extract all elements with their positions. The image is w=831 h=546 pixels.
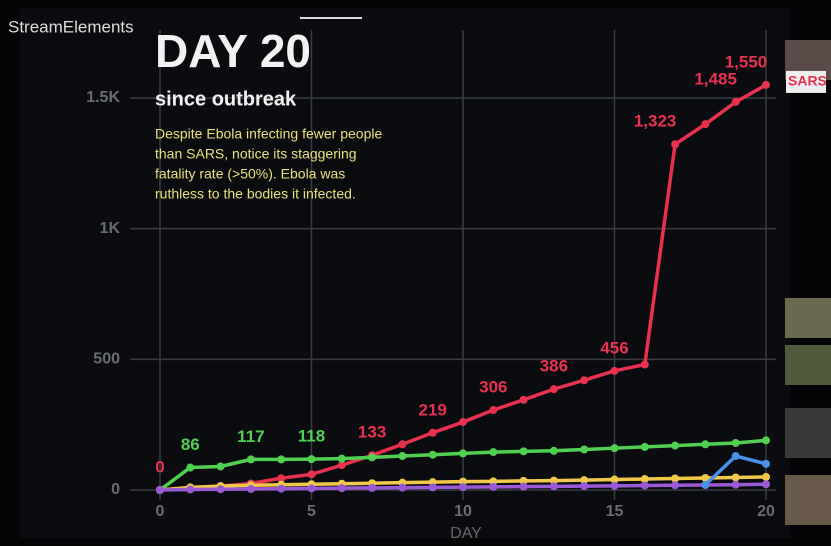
subhead: since outbreak [155,88,297,110]
data-point [611,482,619,490]
data-point [641,482,649,490]
data-point [550,447,558,455]
data-label: 117 [237,427,264,446]
data-point [732,439,740,447]
x-axis-label: DAY [450,525,482,542]
data-point [580,445,588,453]
data-point [641,443,649,451]
data-point [308,455,316,463]
data-point [459,418,467,426]
thumbnail [785,408,831,458]
data-point [762,436,770,444]
data-label: 133 [358,423,386,442]
caption-line: than SARS, notice its staggering [155,146,357,162]
data-point [520,447,528,455]
x-tick-label: 0 [156,503,165,520]
thumbnail [785,298,831,338]
data-point [429,483,437,491]
data-point [520,483,528,491]
data-point [429,429,437,437]
data-point [156,486,164,494]
data-point [338,484,346,492]
thumbnail [785,345,831,385]
data-label: 1,550 [725,52,768,71]
series-tag: SARS [788,73,827,89]
data-point [671,481,679,489]
brand: StreamElements [8,17,134,36]
y-tick-label: 500 [93,351,120,368]
data-point [308,470,316,478]
data-point [277,485,285,493]
data-point [429,451,437,459]
thumbnail [785,475,831,525]
data-point [701,120,709,128]
data-point [671,140,679,148]
data-label: 386 [540,357,568,376]
data-point [641,361,649,369]
data-point [671,442,679,450]
data-point [489,406,497,414]
data-point [762,81,770,89]
data-point [489,448,497,456]
data-point [459,449,467,457]
data-point [611,367,619,375]
data-point [762,473,770,481]
data-label: 219 [419,400,447,419]
data-point [217,485,225,493]
data-point [247,455,255,463]
data-label: 306 [479,378,507,397]
data-point [308,484,316,492]
data-point [186,464,194,472]
data-point [368,484,376,492]
headline: DAY 20 [155,25,311,77]
caption-line: fatality rate (>50%). Ebola was [155,166,345,182]
x-tick-label: 15 [606,503,624,520]
data-label: 118 [298,427,325,446]
data-label: 456 [600,338,628,357]
data-point [732,452,740,460]
data-point [186,485,194,493]
data-point [398,484,406,492]
data-point [550,482,558,490]
data-label: 86 [181,435,200,454]
x-tick-label: 10 [454,503,472,520]
data-point [732,481,740,489]
chart: 0 500 1K 1.5K 0 5 10 15 20 0 133 219 306 386 456 1,323 1… [0,0,831,546]
y-tick-label: 1.5K [86,89,120,106]
x-tick-label: 20 [757,503,775,520]
caption-line: Despite Ebola infecting fewer people [155,126,382,142]
data-label: 1,323 [634,112,677,131]
data-point [732,473,740,481]
data-point [277,455,285,463]
data-point [580,482,588,490]
data-point [762,480,770,488]
data-point [338,455,346,463]
data-point [550,385,558,393]
data-point [580,376,588,384]
data-point [762,460,770,468]
caption-line: ruthless to the bodies it infected. [155,186,356,202]
data-point [701,481,709,489]
data-point [368,453,376,461]
data-label: 0 [155,457,164,476]
data-point [611,444,619,452]
data-point [398,452,406,460]
data-point [217,462,225,470]
data-point [520,396,528,404]
x-tick-label: 5 [307,503,316,520]
data-label: 1,485 [694,69,737,88]
y-tick-label: 0 [111,481,120,498]
data-point [247,485,255,493]
y-tick-label: 1K [100,220,121,237]
data-point [489,483,497,491]
data-point [732,98,740,106]
data-point [459,483,467,491]
data-point [701,440,709,448]
data-point [398,440,406,448]
